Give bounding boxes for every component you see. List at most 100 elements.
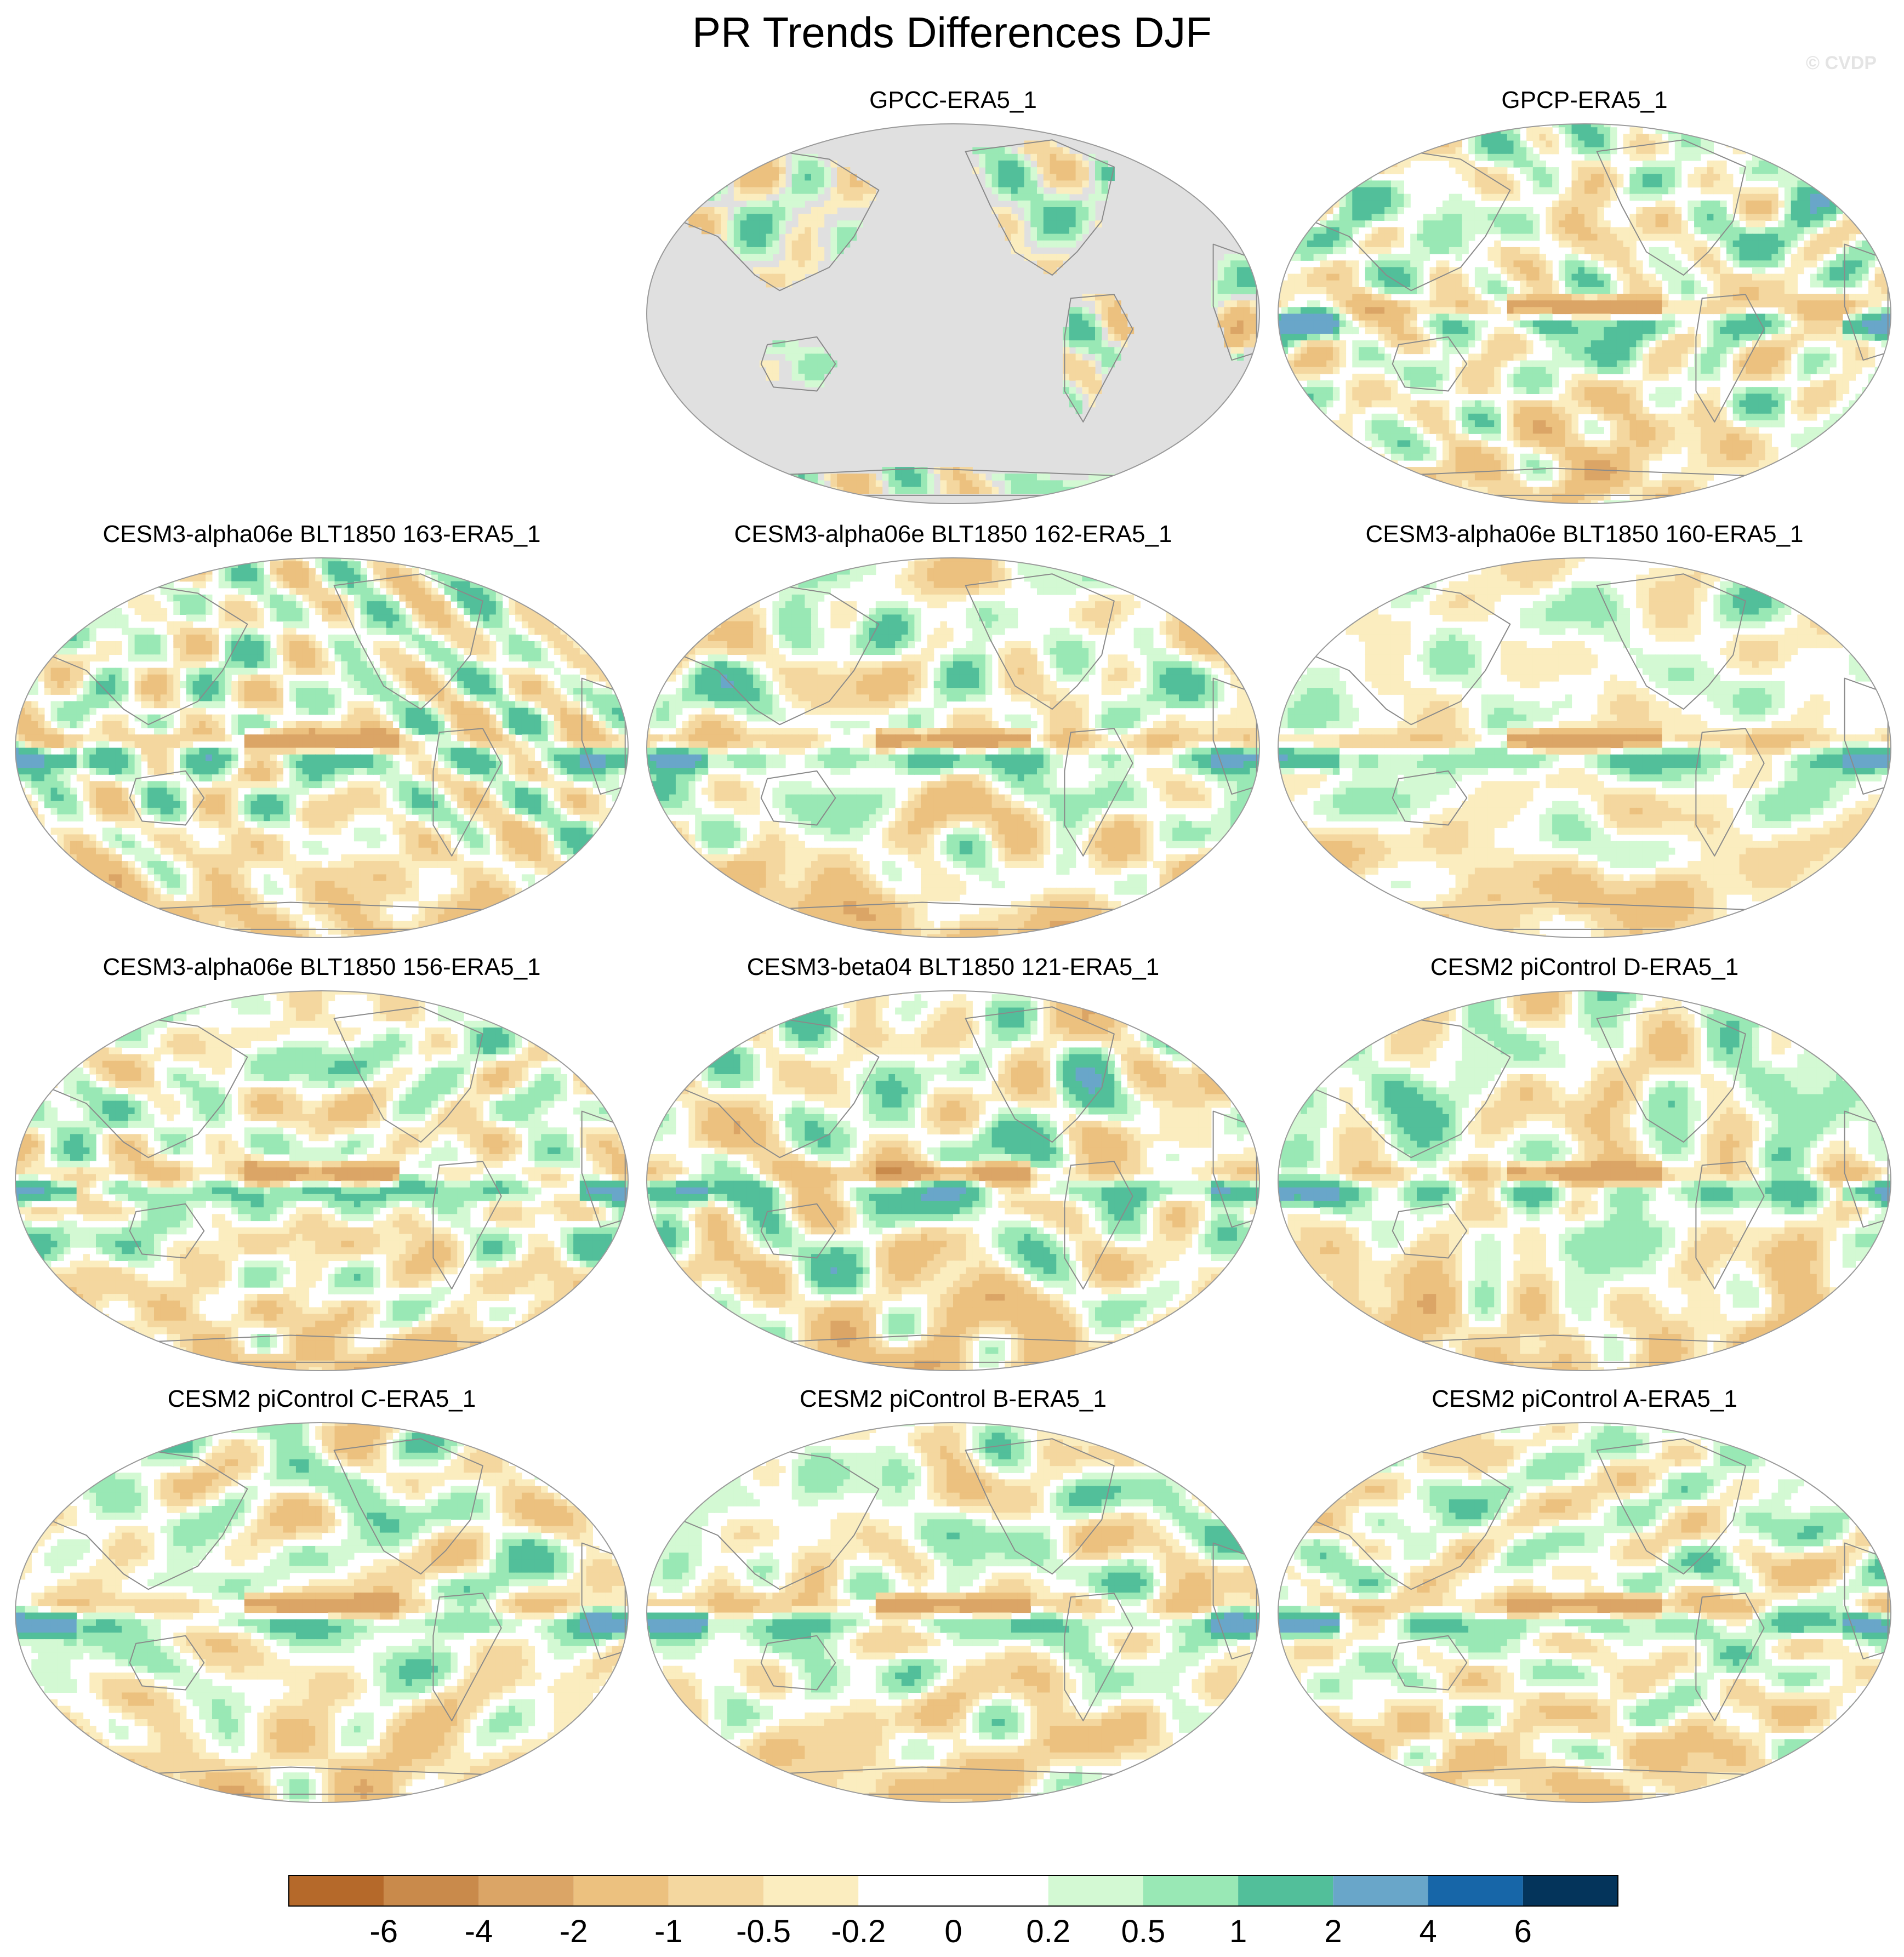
- coastline: [333, 1006, 483, 1143]
- map-border: [1278, 123, 1891, 504]
- coastline: [1596, 139, 1746, 276]
- coastline: [1064, 728, 1133, 857]
- robinson-map: [646, 557, 1260, 938]
- colorbar-segment: [384, 1875, 479, 1906]
- coastline: [1392, 336, 1468, 392]
- map-panel-title: CESM2 piControl D-ERA5_1: [1275, 954, 1894, 981]
- map-panel: CESM3-alpha06e BLT1850 162-ERA5_1: [643, 521, 1263, 941]
- coastline: [333, 573, 483, 710]
- map-border: [646, 990, 1260, 1371]
- coastline: [1596, 1438, 1746, 1574]
- colorbar-label: 0: [944, 1914, 962, 1949]
- coastline: [129, 1635, 205, 1691]
- coastline: [668, 143, 880, 292]
- coastline: [1695, 1593, 1765, 1721]
- coastline: [333, 1438, 483, 1574]
- map-border: [1278, 557, 1891, 938]
- coastline: [1064, 294, 1133, 423]
- colorbar-label: -4: [465, 1914, 493, 1949]
- colorbar-segment: [1048, 1875, 1143, 1906]
- coastline: [760, 1203, 836, 1259]
- coastline: [36, 577, 248, 726]
- robinson-map: [646, 990, 1260, 1371]
- colorbar-segment: [763, 1875, 859, 1906]
- colorbar-segment: [668, 1875, 764, 1906]
- robinson-map: [646, 123, 1260, 504]
- coastline: [760, 770, 836, 826]
- map-border: [15, 1422, 629, 1803]
- colorbar-segment: [953, 1875, 1048, 1906]
- robinson-map: [646, 1422, 1260, 1803]
- colorbar-label: 1: [1229, 1914, 1247, 1949]
- coastline: [129, 770, 205, 826]
- map-panel-title: CESM3-beta04 BLT1850 121-ERA5_1: [643, 954, 1263, 981]
- map-panel-title: CESM3-alpha06e BLT1850 163-ERA5_1: [12, 521, 631, 548]
- coastline: [965, 139, 1115, 276]
- coastline: [1064, 1161, 1133, 1290]
- coastline: [36, 1442, 248, 1590]
- coastline: [760, 1635, 836, 1691]
- colorbar-label: -1: [654, 1914, 683, 1949]
- coastline: [668, 577, 880, 726]
- coastline: [129, 1203, 205, 1259]
- colorbar-outline: [288, 1875, 1618, 1907]
- map-border: [646, 557, 1260, 938]
- map-panel-title: CESM2 piControl C-ERA5_1: [12, 1385, 631, 1413]
- colorbar-label: 0.5: [1121, 1914, 1166, 1949]
- map-panel-title: CESM3-alpha06e BLT1850 160-ERA5_1: [1275, 521, 1894, 548]
- map-border: [15, 557, 629, 938]
- colorbar-segment: [1143, 1875, 1239, 1906]
- robinson-map: [15, 1422, 629, 1803]
- colorbar-segment: [1523, 1875, 1618, 1906]
- map-panel: CESM2 piControl A-ERA5_1: [1275, 1385, 1894, 1806]
- map-panel-title: CESM2 piControl A-ERA5_1: [1275, 1385, 1894, 1413]
- coastline: [1299, 577, 1511, 726]
- map-panel-title: CESM2 piControl B-ERA5_1: [643, 1385, 1263, 1413]
- coastline: [1695, 1161, 1765, 1290]
- map-panel: GPCC-ERA5_1: [643, 87, 1263, 507]
- colorbar-segment: [478, 1875, 574, 1906]
- colorbar-segment: [1238, 1875, 1333, 1906]
- map-panel: GPCP-ERA5_1: [1275, 87, 1894, 507]
- robinson-map: [15, 557, 629, 938]
- coastline: [432, 1593, 502, 1721]
- colorbar-segment: [1333, 1875, 1428, 1906]
- colorbar-label: -0.5: [736, 1914, 791, 1949]
- copyright-watermark: © CVDP: [1806, 53, 1877, 74]
- map-panel: CESM3-alpha06e BLT1850 156-ERA5_1: [12, 954, 631, 1374]
- coastline: [965, 573, 1115, 710]
- coastline: [1299, 143, 1511, 292]
- coastline: [1064, 1593, 1133, 1721]
- map-border: [646, 123, 1260, 504]
- coastline: [1695, 294, 1765, 423]
- colorbar-label: 2: [1324, 1914, 1342, 1949]
- coastline: [760, 336, 836, 392]
- colorbar-segment: [289, 1875, 384, 1906]
- coastline: [432, 728, 502, 857]
- coastline: [668, 1010, 880, 1159]
- map-border: [15, 990, 629, 1371]
- coastline: [1596, 573, 1746, 710]
- map-panel-title: CESM3-alpha06e BLT1850 156-ERA5_1: [12, 954, 631, 981]
- figure-title: PR Trends Differences DJF: [0, 8, 1904, 58]
- coastline: [965, 1438, 1115, 1574]
- map-panel: CESM3-alpha06e BLT1850 160-ERA5_1: [1275, 521, 1894, 941]
- map-background: [647, 124, 1259, 504]
- colorbar-label: 4: [1419, 1914, 1436, 1949]
- map-panel: CESM2 piControl B-ERA5_1: [643, 1385, 1263, 1806]
- colorbar-segment: [573, 1875, 669, 1906]
- map-panel-title: GPCC-ERA5_1: [643, 87, 1263, 114]
- coastline: [1392, 1635, 1468, 1691]
- coastline: [1299, 1010, 1511, 1159]
- colorbar-label: -0.2: [831, 1914, 886, 1949]
- map-panel-title: CESM3-alpha06e BLT1850 162-ERA5_1: [643, 521, 1263, 548]
- robinson-map: [1278, 123, 1891, 504]
- robinson-map: [1278, 990, 1891, 1371]
- map-panel-title: GPCP-ERA5_1: [1275, 87, 1894, 114]
- robinson-map: [1278, 1422, 1891, 1803]
- colorbar-label: -6: [369, 1914, 398, 1949]
- colorbar-label: 6: [1514, 1914, 1532, 1949]
- coastline: [1695, 728, 1765, 857]
- coastline: [432, 1161, 502, 1290]
- colorbar-segment: [858, 1875, 954, 1906]
